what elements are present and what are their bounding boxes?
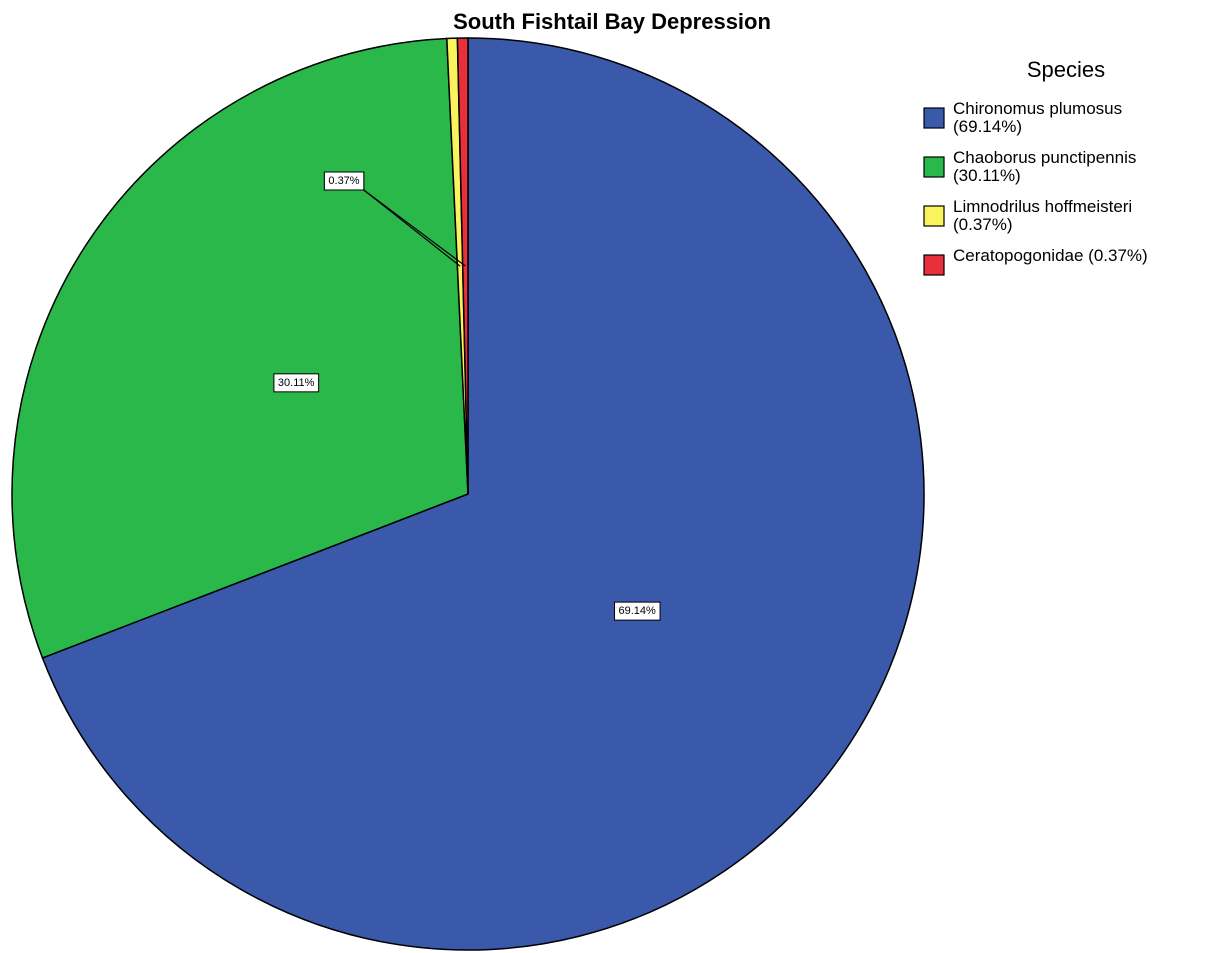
legend-swatch-1 (924, 108, 944, 128)
legend-label-1: Chironomus plumosus (953, 99, 1122, 118)
data-label-1: 69.14% (619, 605, 657, 617)
legend-label-3: Limnodrilus hoffmeisteri (953, 197, 1132, 216)
legend-label-2-line-2: (30.11%) (953, 166, 1021, 185)
legend-label-3-line-2: (0.37%) (953, 215, 1013, 234)
legend-swatch-4 (924, 255, 944, 275)
legend-label-1-line-2: (69.14%) (953, 117, 1022, 136)
pie-slices (12, 38, 924, 950)
legend-swatch-2 (924, 157, 944, 177)
chart-title: South Fishtail Bay Depression (453, 9, 771, 34)
legend-swatch-3 (924, 206, 944, 226)
legend: Species Chironomus plumosus(69.14%) Chaob… (924, 57, 1148, 275)
data-label-2: 30.11% (278, 377, 315, 389)
legend-title: Species (1027, 57, 1105, 82)
data-label-4: 0.37% (328, 175, 359, 187)
legend-label-2: Chaoborus punctipennis (953, 148, 1136, 167)
legend-label-4: Ceratopogonidae (0.37%) (953, 246, 1148, 265)
